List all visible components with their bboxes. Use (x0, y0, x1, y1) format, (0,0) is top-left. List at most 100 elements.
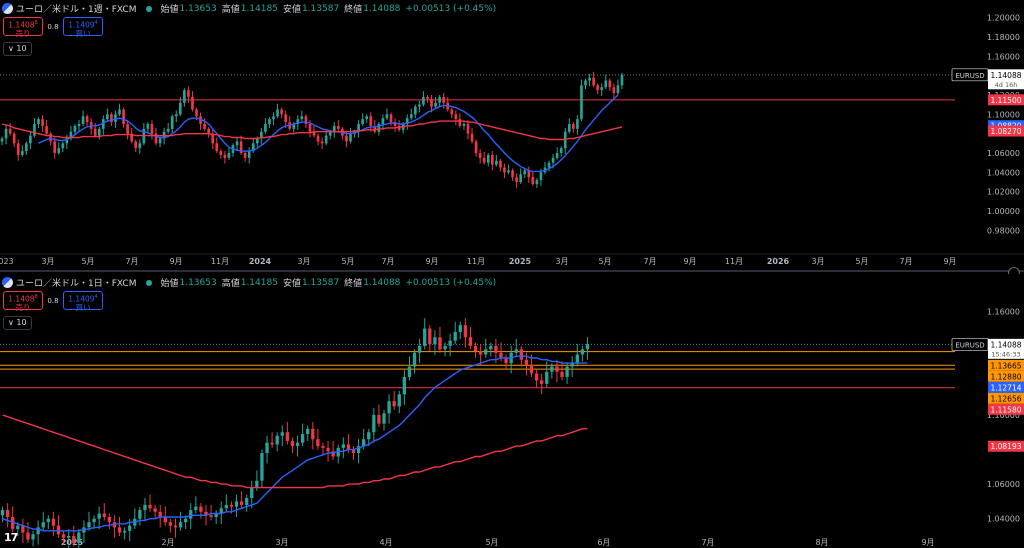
candle-body (295, 442, 300, 447)
buy-price: 1.1409 (68, 294, 95, 304)
candle-body (33, 124, 36, 136)
buy-button[interactable]: 1.14094 買い (63, 17, 103, 38)
open-value: 1.13653 (179, 277, 217, 288)
candle-body (239, 501, 244, 505)
candle-body (292, 124, 296, 129)
candle-body (531, 177, 535, 184)
candle-body (87, 522, 91, 528)
spread-value: 0.8 (47, 296, 59, 305)
candle-body (97, 128, 101, 136)
candle-body (473, 345, 478, 352)
candle-body (61, 143, 65, 149)
candle-body (118, 109, 121, 115)
candle-body (223, 154, 227, 158)
candle-body (392, 401, 396, 407)
daily-chart-pane[interactable]: 1.16000 1.10000 1.06000 1.04000 2025 2月 3月 4月 5月… (0, 274, 1024, 548)
candle-body (458, 119, 462, 126)
time-axis-label: 2026 (767, 257, 790, 266)
buy-price: 1.1409 (68, 20, 95, 30)
candle-body (126, 124, 129, 134)
candle-body (519, 174, 522, 182)
ma-slow-line (2, 414, 588, 489)
weekly-symbol-title[interactable]: ユーロ／米ドル・1週・FXCM (16, 5, 137, 15)
candle-body (585, 344, 590, 350)
time-axis-label: 9月 (683, 257, 696, 266)
weekly-chart-canvas[interactable]: 1.200001.180001.160001.140001.120001.100… (0, 0, 1024, 268)
candle-body (324, 135, 328, 144)
chevron-down-icon: ∨ (8, 44, 14, 53)
candle-body (462, 124, 466, 126)
time-axis-label: 3月 (811, 257, 824, 266)
candle-body (146, 124, 150, 129)
price-label: 1.12714 (990, 383, 1021, 392)
candle-body (170, 116, 174, 129)
candle-body (600, 87, 604, 91)
eurusd-flag-icon (2, 277, 13, 288)
sell-button[interactable]: 1.14088 売り (3, 291, 43, 312)
candle-body (540, 380, 544, 384)
candle-body (332, 125, 336, 132)
price-label-box (988, 94, 1024, 106)
time-axis-label: 3月 (555, 257, 568, 266)
candle-body (523, 170, 527, 175)
candle-body (8, 128, 12, 134)
price-label-box (988, 403, 1024, 415)
candle-body (300, 434, 305, 443)
buy-price-sup: 4 (94, 20, 98, 26)
price-label-box (988, 125, 1024, 137)
candle-body (555, 366, 559, 372)
indicators-collapse-button[interactable]: ∨ 10 (3, 316, 32, 330)
sell-button[interactable]: 1.14088 売り (3, 17, 43, 38)
candle-body (304, 116, 308, 124)
time-axis-label: 5月 (855, 257, 868, 266)
candle-body (168, 522, 173, 526)
time-axis-label: 5月 (81, 257, 94, 266)
candle-body (504, 357, 508, 364)
candle-body (219, 508, 223, 514)
time-axis-label: 3月 (41, 257, 54, 266)
market-open-dot-icon (146, 5, 153, 12)
candle-body (369, 116, 373, 126)
candle-body (466, 124, 470, 134)
daily-symbol-title[interactable]: ユーロ／米ドル・1日・FXCM (16, 279, 137, 289)
close-label: 終値 (344, 279, 363, 289)
buy-label: 買い (75, 303, 91, 312)
price-label-box (988, 440, 1024, 452)
candle-body (82, 527, 86, 533)
candle-body (503, 167, 506, 173)
candle-body (495, 160, 498, 165)
candle-body (499, 352, 503, 358)
candle-body (194, 506, 198, 511)
indicators-collapse-button[interactable]: ∨ 10 (3, 42, 32, 56)
candle-body (306, 428, 310, 435)
candle-body (612, 87, 616, 94)
candle-body (345, 135, 348, 142)
change-value: +0.00513 (+0.45%) (405, 277, 497, 288)
candle-body (247, 151, 251, 158)
price-label-box (988, 381, 1024, 393)
chevron-down-icon: ∨ (8, 318, 14, 327)
candle-body (16, 525, 20, 530)
candle-body (588, 77, 591, 81)
candle-body (173, 525, 178, 528)
daily-trade-buttons: 1.14088 売り 0.8 1.14094 買い (3, 291, 103, 312)
candle-body (148, 504, 152, 509)
candle-body (434, 102, 437, 107)
candle-body (515, 177, 518, 182)
candle-body (224, 504, 228, 509)
price-label-box (988, 338, 1024, 359)
weekly-trade-buttons: 1.14088 売り 0.8 1.14094 買い (3, 17, 103, 38)
candle-body (555, 153, 559, 158)
buy-button[interactable]: 1.14094 買い (63, 291, 103, 312)
candle-body (46, 518, 50, 523)
candle-body (397, 125, 401, 130)
candle-body (529, 364, 534, 374)
candle-body (362, 439, 366, 447)
low-value: 1.13587 (301, 3, 340, 14)
candle-body (341, 444, 345, 448)
price-axis-tick: 0.98000 (987, 226, 1020, 235)
candle-body (349, 133, 352, 142)
candle-body (260, 453, 264, 481)
weekly-chart-pane[interactable]: 1.200001.180001.160001.140001.120001.100… (0, 0, 1024, 268)
